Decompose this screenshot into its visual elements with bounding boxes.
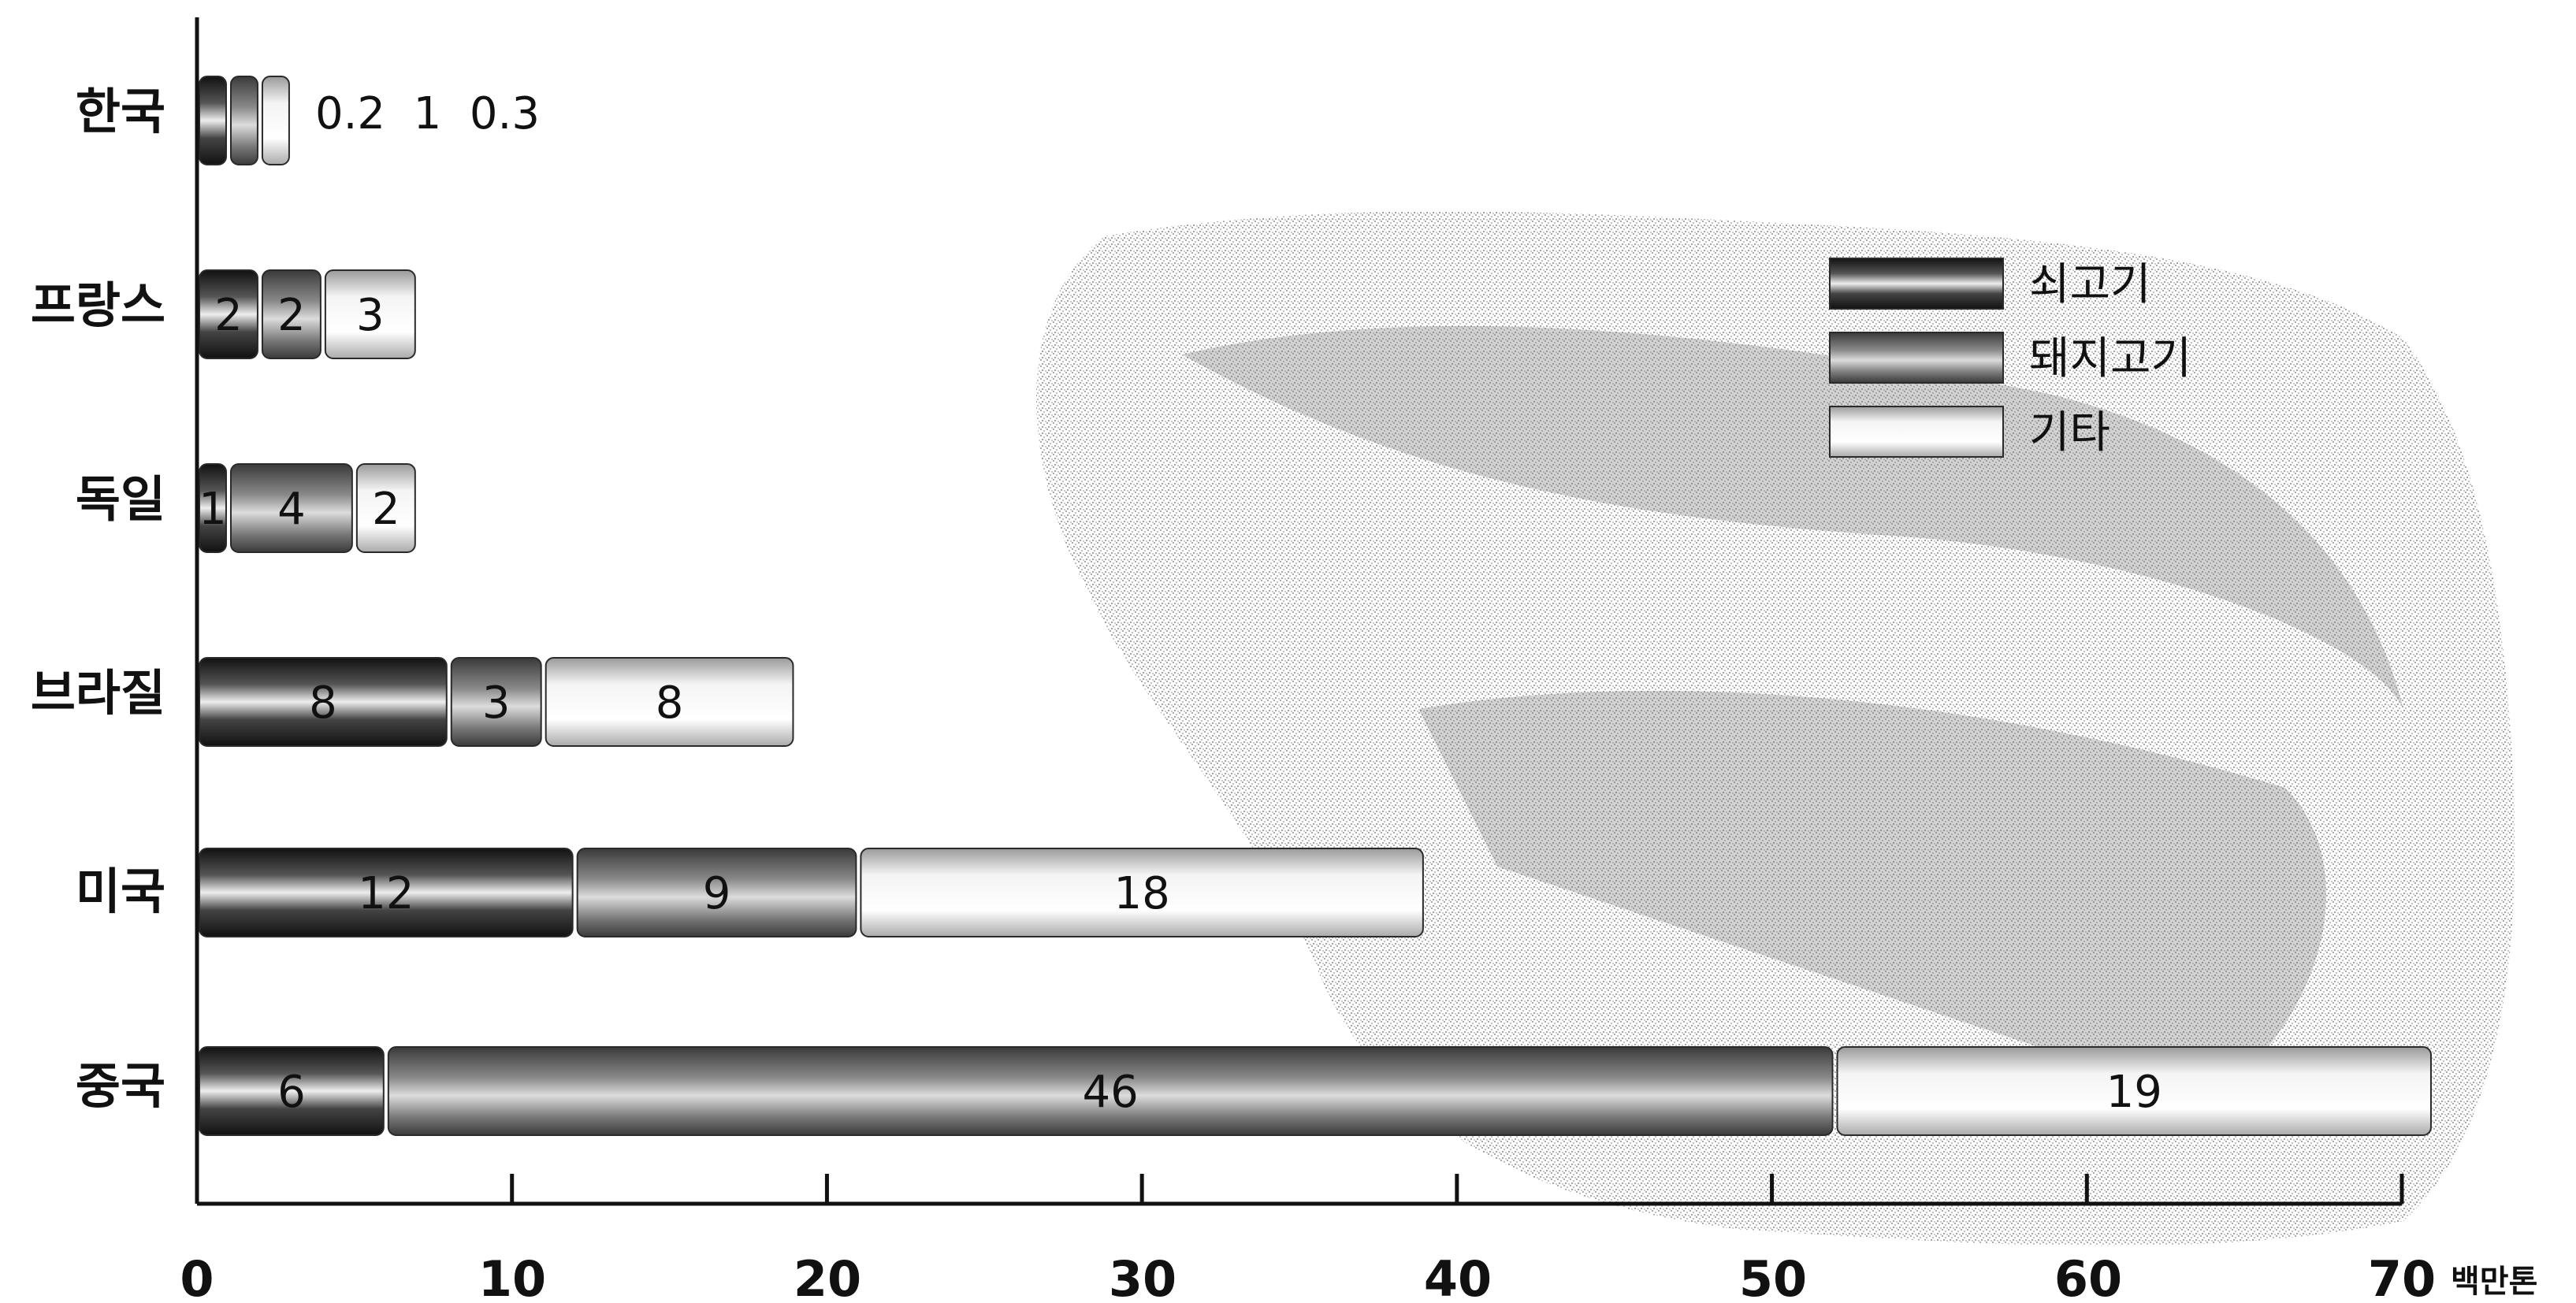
legend-label-beef: 쇠고기 (2029, 259, 2151, 310)
data-label-france-pork: 2 (277, 290, 306, 341)
data-label-china-other: 19 (2106, 1067, 2162, 1118)
bar-germany-other (355, 463, 416, 553)
bar-france-pork (261, 269, 322, 359)
x-tick-label: 20 (794, 1250, 861, 1303)
x-tick-label: 70 (2368, 1250, 2436, 1303)
legend-label-other: 기타 (2029, 407, 2110, 458)
category-label-france: 프랑스 (31, 277, 165, 334)
data-label-germany-beef: 1 (199, 484, 227, 535)
x-tick-label: 30 (1109, 1250, 1176, 1303)
data-label-korea: 0.2 1 0.3 (315, 88, 540, 139)
bar-france-beef (199, 269, 258, 359)
category-label-china: 중국 (76, 1057, 165, 1115)
data-label-germany-other: 2 (372, 484, 400, 535)
legend-swatch-beef (1829, 258, 2004, 310)
bar-korea-pork (229, 76, 258, 165)
category-label-germany: 독일 (76, 470, 165, 528)
data-label-france-other: 3 (356, 290, 385, 341)
category-label-usa: 미국 (76, 863, 165, 920)
bar-brazil-pork (450, 657, 542, 747)
bar-china-other (1836, 1046, 2432, 1136)
legend-swatch-other (1829, 406, 2004, 458)
x-tick-label: 0 (180, 1250, 214, 1303)
category-label-korea: 한국 (76, 83, 165, 140)
bar-france-other (324, 269, 416, 359)
data-label-germany-pork: 4 (277, 484, 306, 535)
bar-usa-other (860, 848, 1424, 937)
bars-layer: 2 2 31 4 28 3 812 9 186 46 19 (199, 76, 2432, 1136)
data-label-china-beef: 6 (277, 1067, 306, 1118)
x-axis-unit: 백만톤 (2451, 1264, 2537, 1300)
bar-china-pork (387, 1046, 1834, 1136)
bar-korea-beef (199, 76, 227, 165)
bar-brazil-other (545, 657, 794, 747)
bar-korea-other (261, 76, 290, 165)
bar-china-beef (199, 1046, 385, 1136)
x-axis-ticks (510, 1174, 2404, 1204)
category-label-brazil: 브라질 (31, 664, 165, 722)
bar-germany-pork (229, 463, 353, 553)
legend: 쇠고기 돼지고기 기타 (1829, 258, 2191, 458)
x-tick-label: 50 (1739, 1250, 1807, 1303)
bar-usa-pork (576, 848, 857, 937)
bar-brazil-beef (199, 657, 448, 747)
bar-germany-beef (199, 463, 227, 553)
x-tick-label: 60 (2054, 1250, 2122, 1303)
data-label-brazil-other: 8 (656, 677, 684, 729)
data-label-france-beef: 2 (214, 290, 243, 341)
x-tick-label: 40 (1424, 1250, 1492, 1303)
legend-label-pork: 돼지고기 (2029, 333, 2191, 384)
data-label-usa-other: 18 (1114, 868, 1170, 919)
legend-swatch-pork (1829, 332, 2004, 384)
data-label-usa-pork: 9 (703, 868, 731, 919)
x-tick-label: 10 (478, 1250, 546, 1303)
data-label-brazil-beef: 8 (309, 677, 337, 729)
data-label-usa-beef: 12 (358, 868, 414, 919)
background-meat-photo (1036, 211, 2515, 1246)
data-label-china-pork: 46 (1083, 1067, 1139, 1118)
bar-usa-beef (199, 848, 574, 937)
data-label-brazil-pork: 3 (482, 677, 511, 729)
